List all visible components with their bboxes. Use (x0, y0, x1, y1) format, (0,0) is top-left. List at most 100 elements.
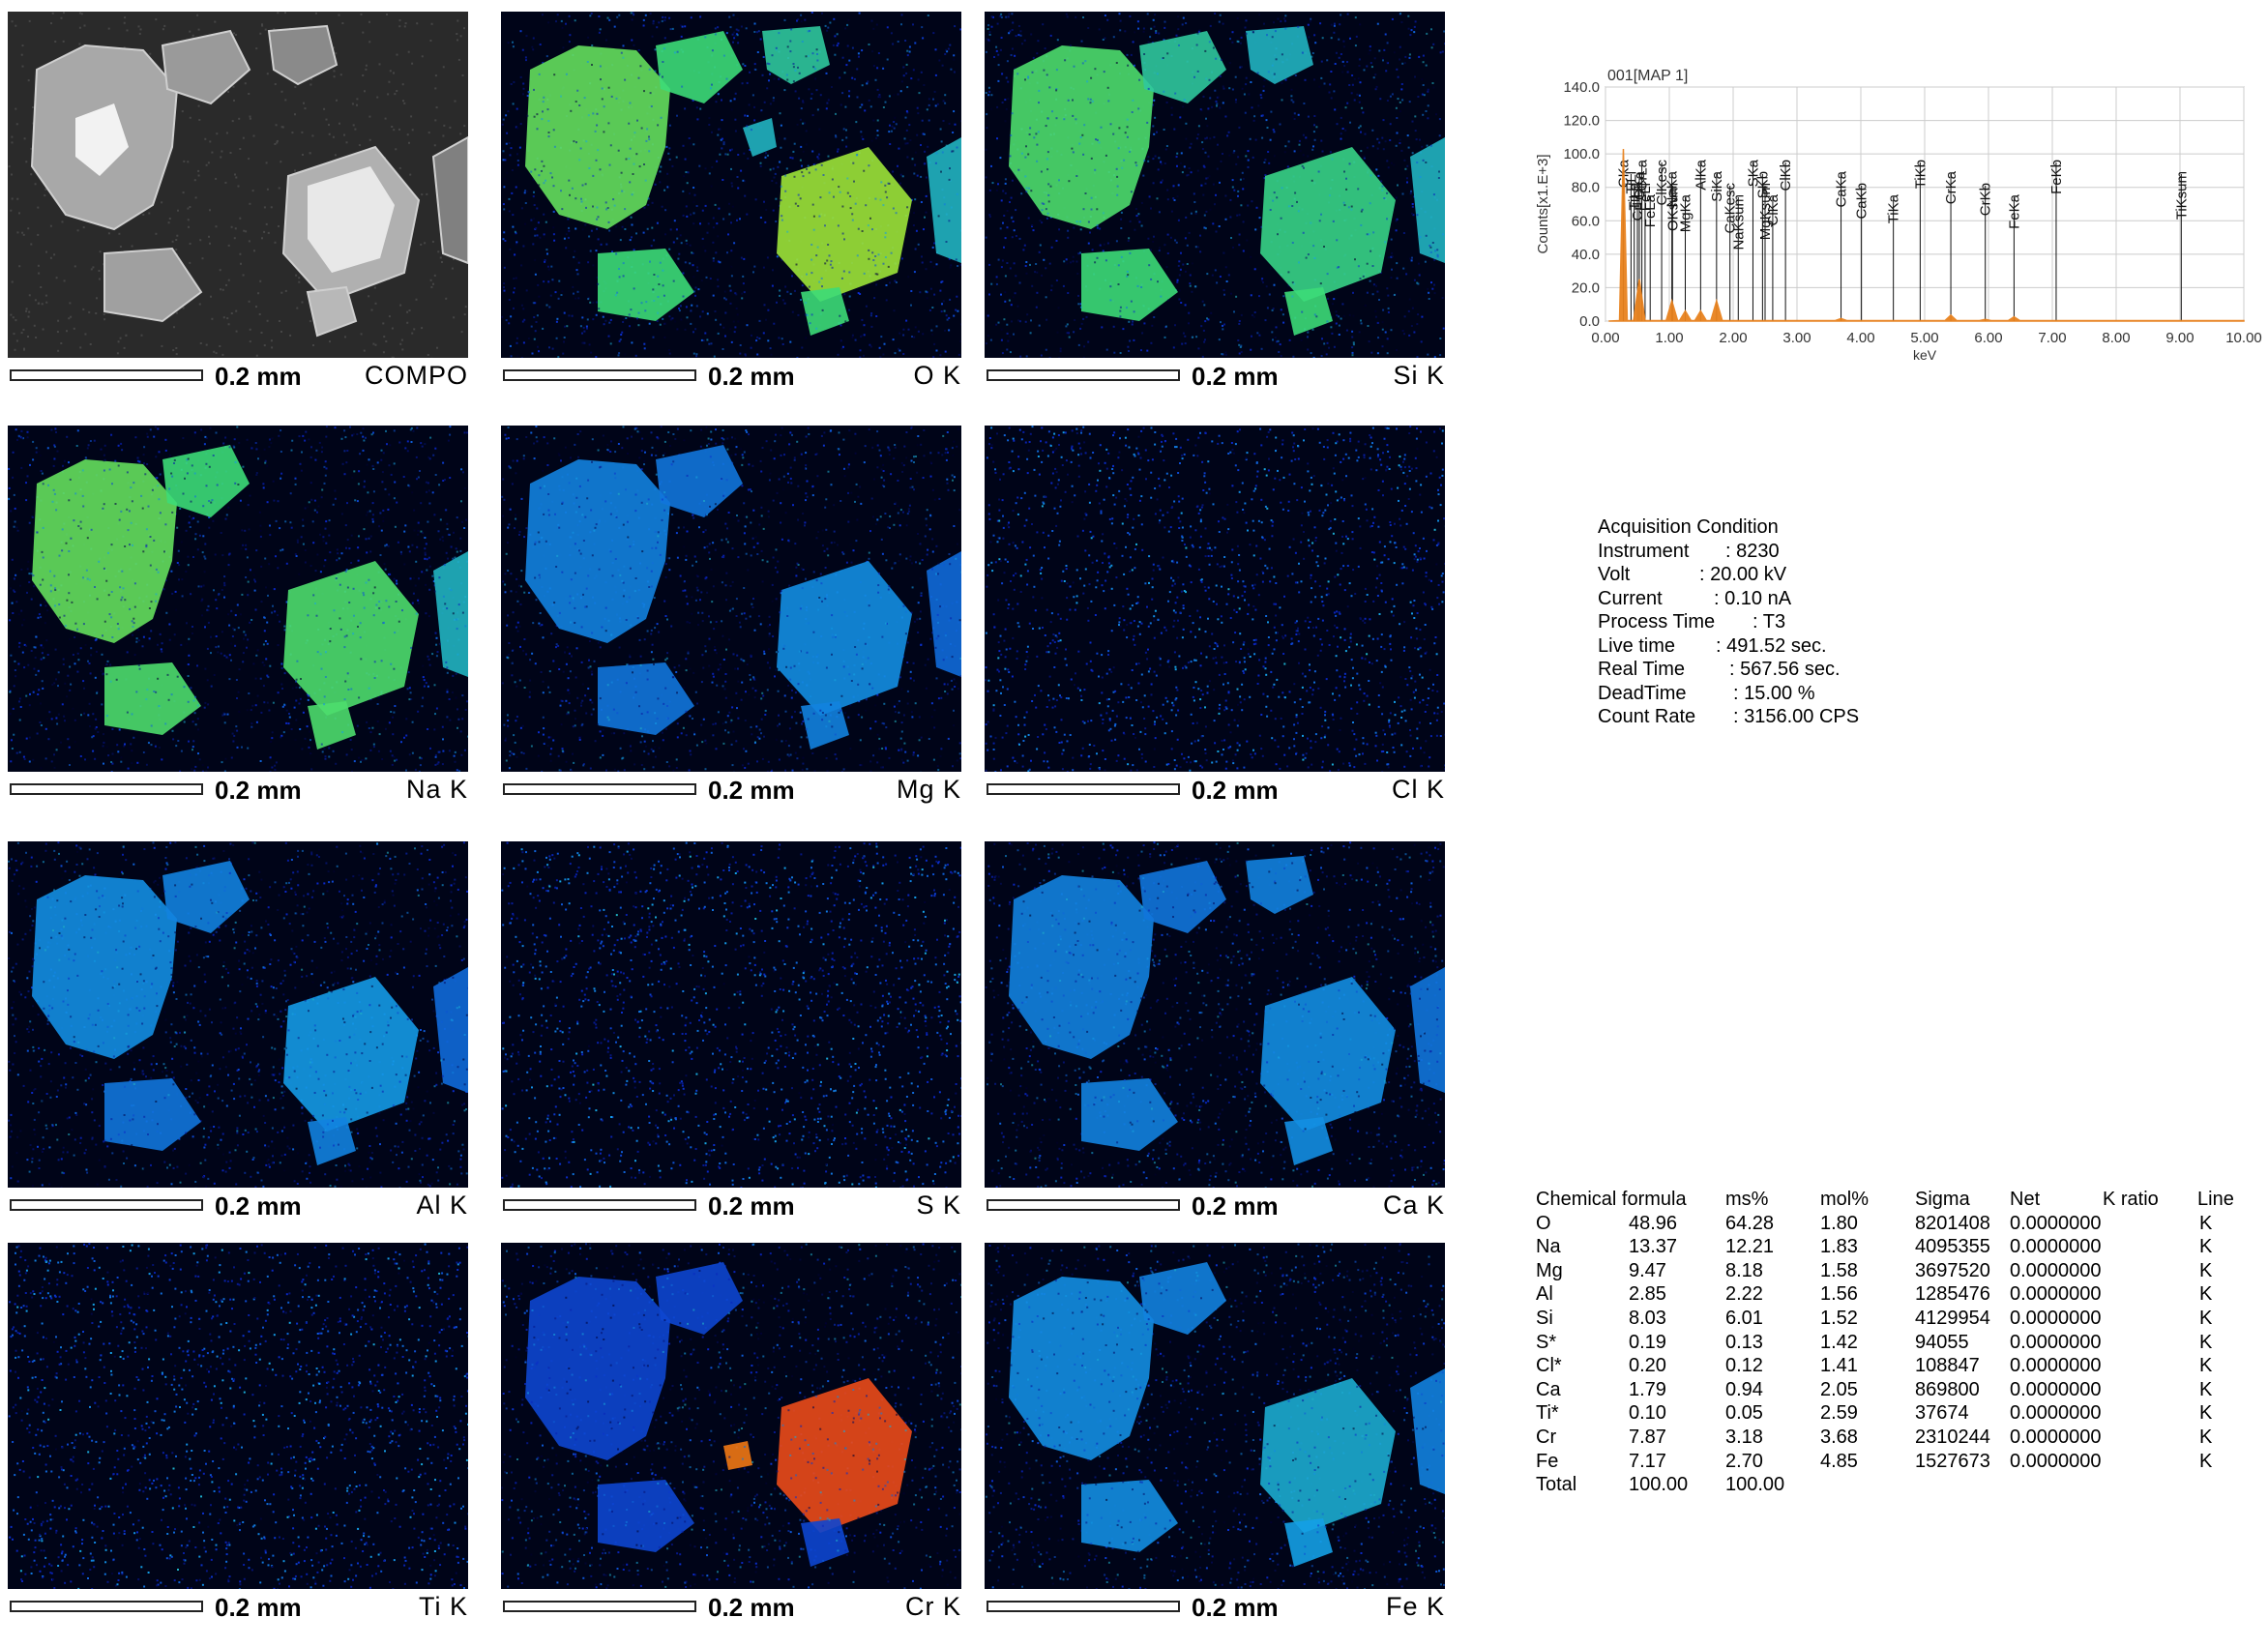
x-axis-label: keV (1913, 347, 1937, 363)
acquisition-row: Current: 0.10 nA (1598, 587, 1779, 611)
table-cell: 0.05 (1725, 1401, 1763, 1426)
map-label: Na K (406, 775, 468, 805)
table-cell: 0.0000000 (2010, 1378, 2102, 1402)
acquisition-key: Current (1598, 588, 1663, 609)
acquisition-value: : 15.00 % (1733, 682, 1815, 706)
line-marker-label: TiKa (1886, 193, 1902, 223)
table-cell: Chemical formula (1536, 1188, 1687, 1212)
acquisition-title: Acquisition Condition (1598, 515, 1779, 540)
table-cell: 12.21 (1725, 1235, 1774, 1259)
scale-bar (10, 1601, 203, 1612)
y-tick-label: 120.0 (1563, 113, 1600, 130)
map-tile-si: 0.2 mm Si K (985, 12, 1445, 416)
map-label: Cr K (905, 1592, 961, 1622)
map-tile-mg: 0.2 mm Mg K (501, 426, 961, 830)
acquisition-key: Volt (1598, 564, 1630, 585)
y-tick-label: 80.0 (1572, 180, 1600, 196)
acquisition-key: DeadTime (1598, 683, 1687, 704)
map-label: Mg K (897, 775, 961, 805)
x-tick-label: 10.00 (2225, 330, 2262, 346)
table-cell: 0.0000000 (2010, 1259, 2102, 1283)
acquisition-row: Process Time: T3 (1598, 610, 1779, 634)
acquisition-row: Real Time: 567.56 sec. (1598, 658, 1779, 682)
acquisition-row: Count Rate: 3156.00 CPS (1598, 705, 1779, 729)
table-cell: K (2199, 1331, 2212, 1355)
line-marker-label: ClKa (1765, 193, 1782, 225)
map-image-ca (985, 841, 1445, 1188)
table-cell: 1.41 (1820, 1354, 1858, 1378)
map-image-na (8, 426, 468, 772)
x-tick-label: 2.00 (1719, 330, 1747, 346)
acquisition-key: Instrument (1598, 541, 1689, 562)
map-label: Ti K (419, 1592, 468, 1622)
line-marker-label: NaKsum (1730, 194, 1747, 250)
scale-bar (503, 783, 696, 795)
line-marker-label: TiKsum (2173, 171, 2190, 220)
map-image-si (985, 12, 1445, 358)
map-label: Ca K (1383, 1191, 1445, 1221)
acquisition-row: Instrument: 8230 (1598, 540, 1779, 564)
table-cell: K (2199, 1354, 2212, 1378)
map-label: Al K (416, 1191, 468, 1221)
map-label: Si K (1393, 361, 1445, 391)
scale-label: 0.2 mm (708, 1593, 795, 1623)
acquisition-key: Process Time (1598, 611, 1715, 632)
line-marker-label: FeKb (2048, 160, 2065, 194)
line-marker-label: MgKa (1678, 193, 1694, 232)
table-cell: 869800 (1915, 1378, 1980, 1402)
x-tick-label: 3.00 (1782, 330, 1811, 346)
scale-bar (987, 1601, 1180, 1612)
table-cell: 0.0000000 (2010, 1331, 2102, 1355)
table-cell: Mg (1536, 1259, 1563, 1283)
map-image-s (501, 841, 961, 1188)
table-cell: K (2199, 1259, 2212, 1283)
acquisition-key: Live time (1598, 635, 1675, 657)
scale-label: 0.2 mm (708, 362, 795, 392)
table-cell: 0.10 (1629, 1401, 1666, 1426)
scale-label: 0.2 mm (708, 776, 795, 806)
scale-label: 0.2 mm (1192, 362, 1279, 392)
y-tick-label: 40.0 (1572, 247, 1600, 263)
table-cell: 4095355 (1915, 1235, 1990, 1259)
table-cell: 1285476 (1915, 1282, 1990, 1307)
scale-label: 0.2 mm (215, 1191, 302, 1221)
line-marker-label: CrKb (1978, 183, 1994, 216)
table-cell: 13.37 (1629, 1235, 1677, 1259)
scale-bar (503, 1601, 696, 1612)
table-cell: 6.01 (1725, 1307, 1763, 1331)
table-cell: 3697520 (1915, 1259, 1990, 1283)
table-cell: Total (1536, 1473, 1576, 1497)
table-cell: Fe (1536, 1450, 1558, 1474)
table-cell: 0.0000000 (2010, 1307, 2102, 1331)
acquisition-value: : 491.52 sec. (1716, 634, 1827, 659)
table-cell: mol% (1820, 1188, 1869, 1212)
table-cell: 2.59 (1820, 1401, 1858, 1426)
acquisition-value: : T3 (1753, 610, 1785, 634)
table-cell: 7.17 (1629, 1450, 1666, 1474)
scale-label: 0.2 mm (708, 1191, 795, 1221)
table-cell: 1527673 (1915, 1450, 1990, 1474)
table-cell: 8201408 (1915, 1212, 1990, 1236)
acquisition-value: : 0.10 nA (1714, 587, 1791, 611)
table-cell: ms% (1725, 1188, 1768, 1212)
table-cell: 3.68 (1820, 1426, 1858, 1450)
scale-label: 0.2 mm (215, 362, 302, 392)
table-cell: 4.85 (1820, 1450, 1858, 1474)
map-image-o (501, 12, 961, 358)
x-tick-label: 4.00 (1846, 330, 1874, 346)
map-label: COMPO (365, 361, 468, 391)
map-label: S K (916, 1191, 961, 1221)
map-tile-s: 0.2 mm S K (501, 841, 961, 1246)
line-marker-label: TiKb (1912, 160, 1929, 189)
y-tick-label: 60.0 (1572, 213, 1600, 229)
map-image-cr (501, 1243, 961, 1589)
table-cell: K (2199, 1450, 2212, 1474)
x-tick-label: 5.00 (1910, 330, 1938, 346)
acquisition-row: Volt: 20.00 kV (1598, 563, 1779, 587)
table-cell: 8.03 (1629, 1307, 1666, 1331)
table-cell: 1.42 (1820, 1331, 1858, 1355)
